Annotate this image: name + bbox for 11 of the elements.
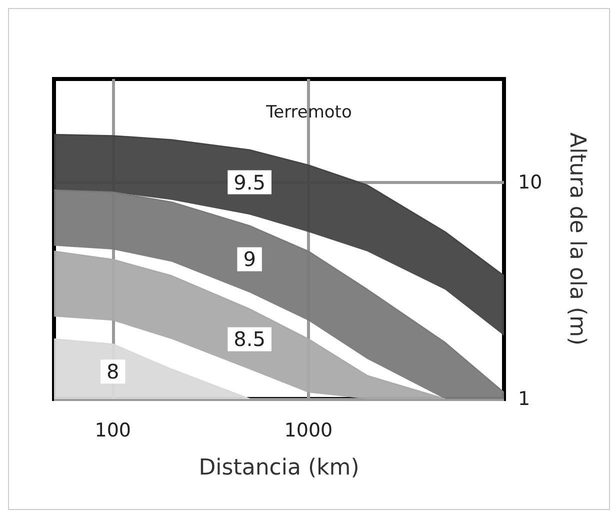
series-label: 9.5 [234,170,266,194]
y-axis-title: Altura de la ola (m) [564,132,590,346]
x-tick-label: 1000 [284,420,333,442]
series-label: 9 [243,247,256,272]
series-label: 8 [106,360,120,384]
y-tick-label: 1 [518,388,530,410]
x-tick-label: 100 [94,420,132,442]
legend-title: Terremoto [265,102,352,122]
y-tick-label: 10 [518,171,542,194]
x-axis-title: Distancia (km) [198,456,360,480]
series-label: 8.5 [234,327,266,352]
